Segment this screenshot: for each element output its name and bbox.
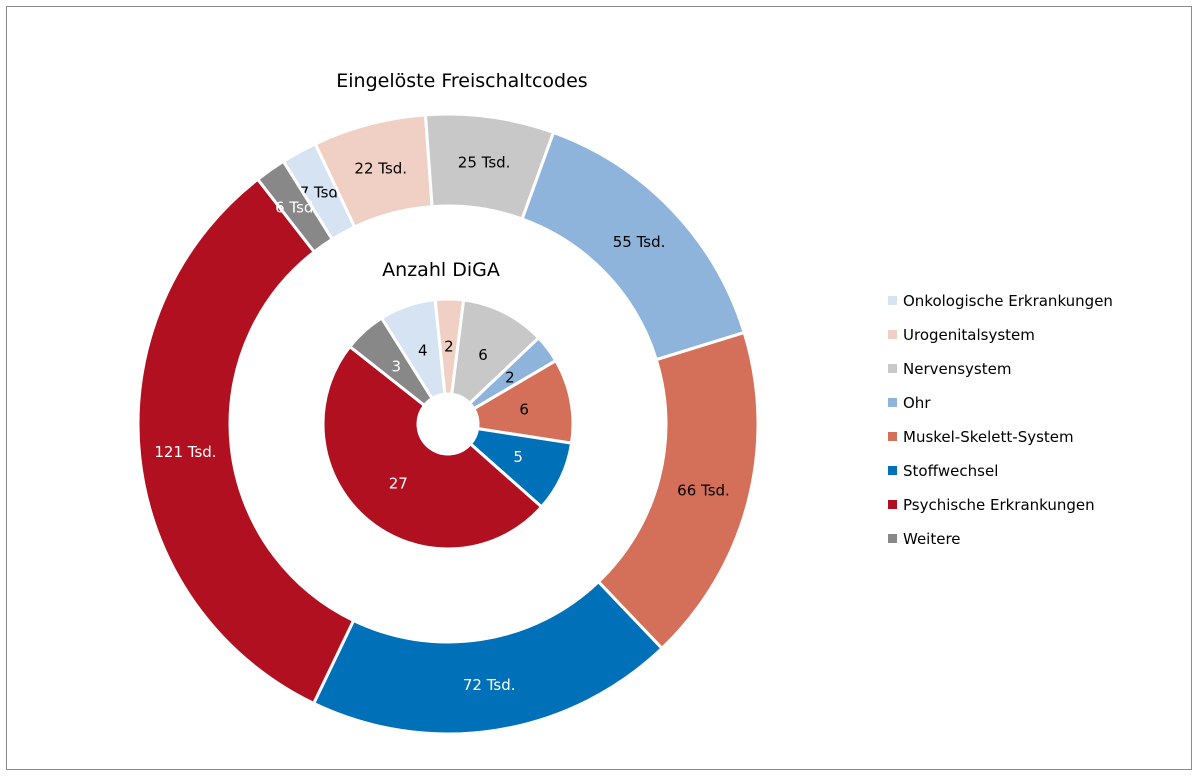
legend-swatch-8	[888, 534, 897, 543]
inner-slice-3	[450, 298, 541, 406]
inner-label-1: 4	[418, 342, 428, 360]
inner-slice-5	[471, 358, 575, 445]
legend-label-1: Onkologische Erkrankungen	[903, 292, 1113, 310]
legend-swatch-3	[888, 364, 897, 373]
inner-chart-title: Anzahl DiGA	[382, 259, 500, 281]
legend-swatch-4	[888, 398, 897, 407]
outer-chart-title: Eingelöste Freischaltcodes	[336, 70, 587, 92]
outer-label-4: 55 Tsd.	[613, 233, 666, 251]
inner-label-7: 27	[389, 474, 408, 492]
outer-slice-6	[311, 579, 665, 736]
outer-label-7: 121 Tsd.	[154, 443, 216, 461]
inner-slice-7	[321, 344, 544, 551]
inner-label-8: 3	[391, 357, 401, 375]
legend-label-5: Muskel-Skelett-System	[903, 428, 1074, 446]
outer-label-1: 7 Tsd.	[300, 183, 343, 201]
outer-slice-8	[255, 159, 335, 254]
legend-label-7: Psychische Erkrankungen	[903, 496, 1095, 514]
inner-slice-8	[347, 316, 435, 408]
legend: Onkologische Erkrankungen Urogenitalsyste…	[888, 292, 1113, 548]
outer-label-2: 22 Tsd.	[354, 160, 407, 178]
legend-label-3: Nervensystem	[903, 360, 1011, 378]
legend-label-4: Ohr	[903, 394, 931, 412]
legend-swatch-5	[888, 432, 897, 441]
legend-swatch-7	[888, 500, 897, 509]
outer-slice-7	[136, 177, 356, 706]
inner-label-6: 5	[513, 448, 523, 466]
legend-label-6: Stoffwechsel	[903, 462, 998, 480]
legend-label-2: Urogenitalsystem	[903, 326, 1035, 344]
inner-label-5: 6	[519, 400, 529, 418]
outer-ring: 7 Tsd.22 Tsd. 25 Tsd.55 Tsd.66 Tsd.72 Tsd…	[136, 112, 760, 736]
legend-swatch-2	[888, 330, 897, 339]
legend-label-8: Weitere	[903, 530, 961, 548]
inner-label-2: 2	[444, 338, 454, 356]
legend-swatch-1	[888, 296, 897, 305]
outer-label-6: 72 Tsd.	[463, 676, 516, 694]
inner-label-4: 2	[505, 368, 515, 386]
inner-label-3: 6	[478, 346, 488, 364]
legend-swatch-6	[888, 466, 897, 475]
outer-label-5: 66 Tsd.	[677, 482, 730, 500]
outer-label-3: 25 Tsd.	[458, 153, 511, 171]
outer-label-8: 6 Tsd.	[275, 199, 318, 217]
